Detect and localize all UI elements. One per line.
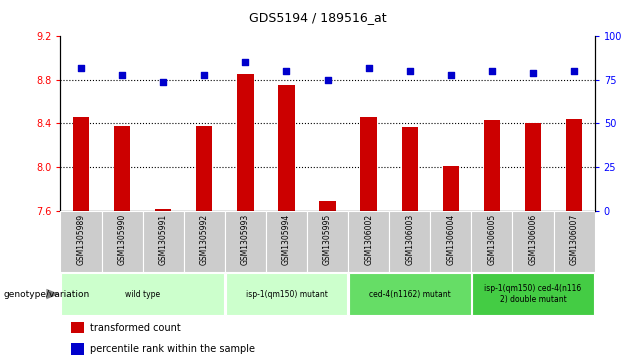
Bar bbox=[73, 117, 89, 211]
Bar bbox=[319, 201, 336, 211]
Bar bbox=[349, 273, 471, 315]
Point bbox=[322, 77, 333, 83]
Bar bbox=[484, 120, 500, 211]
Text: GSM1306003: GSM1306003 bbox=[405, 213, 414, 265]
Text: GSM1306002: GSM1306002 bbox=[364, 213, 373, 265]
Point bbox=[569, 68, 579, 74]
Text: wild type: wild type bbox=[125, 290, 160, 298]
Bar bbox=[513, 211, 553, 272]
Bar bbox=[60, 211, 102, 272]
Text: isp-1(qm150) ced-4(n116
2) double mutant: isp-1(qm150) ced-4(n116 2) double mutant bbox=[485, 284, 582, 304]
Bar bbox=[225, 211, 266, 272]
Text: GSM1306004: GSM1306004 bbox=[446, 213, 455, 265]
Bar bbox=[307, 211, 348, 272]
Bar bbox=[114, 126, 130, 211]
Text: GSM1305995: GSM1305995 bbox=[323, 213, 332, 265]
Bar bbox=[237, 74, 254, 211]
Bar bbox=[553, 211, 595, 272]
Bar bbox=[525, 123, 541, 211]
Bar bbox=[184, 211, 225, 272]
Text: isp-1(qm150) mutant: isp-1(qm150) mutant bbox=[245, 290, 328, 298]
Text: ced-4(n1162) mutant: ced-4(n1162) mutant bbox=[369, 290, 450, 298]
Text: GSM1306006: GSM1306006 bbox=[529, 213, 537, 265]
Point bbox=[404, 68, 415, 74]
Bar bbox=[389, 211, 431, 272]
Point bbox=[281, 68, 291, 74]
Bar bbox=[266, 211, 307, 272]
Bar bbox=[226, 273, 347, 315]
Bar bbox=[348, 211, 389, 272]
Text: GSM1305991: GSM1305991 bbox=[158, 213, 168, 265]
Bar bbox=[196, 126, 212, 211]
Point bbox=[240, 60, 251, 65]
Text: percentile rank within the sample: percentile rank within the sample bbox=[90, 344, 255, 354]
Point bbox=[528, 70, 538, 76]
Point bbox=[199, 72, 209, 78]
Point bbox=[446, 72, 456, 78]
Text: GSM1305990: GSM1305990 bbox=[118, 213, 127, 265]
Bar bbox=[278, 85, 294, 211]
Bar bbox=[361, 117, 377, 211]
Text: GSM1305993: GSM1305993 bbox=[241, 213, 250, 265]
Bar bbox=[443, 166, 459, 211]
Polygon shape bbox=[46, 289, 59, 299]
Bar bbox=[71, 322, 85, 333]
Bar bbox=[566, 119, 583, 211]
Bar bbox=[155, 209, 171, 211]
Bar bbox=[102, 211, 142, 272]
Bar bbox=[472, 273, 594, 315]
Point bbox=[158, 79, 169, 85]
Text: GSM1305992: GSM1305992 bbox=[200, 213, 209, 265]
Bar bbox=[142, 211, 184, 272]
Point bbox=[487, 68, 497, 74]
Bar bbox=[61, 273, 224, 315]
Text: transformed count: transformed count bbox=[90, 323, 181, 333]
Bar bbox=[71, 343, 85, 355]
Bar bbox=[401, 127, 418, 211]
Text: GDS5194 / 189516_at: GDS5194 / 189516_at bbox=[249, 11, 387, 24]
Point bbox=[364, 65, 374, 70]
Text: GSM1305994: GSM1305994 bbox=[282, 213, 291, 265]
Bar bbox=[431, 211, 471, 272]
Text: GSM1306005: GSM1306005 bbox=[487, 213, 497, 265]
Text: genotype/variation: genotype/variation bbox=[3, 290, 90, 298]
Point bbox=[76, 65, 86, 70]
Text: GSM1306007: GSM1306007 bbox=[570, 213, 579, 265]
Text: GSM1305989: GSM1305989 bbox=[76, 213, 85, 265]
Bar bbox=[471, 211, 513, 272]
Point bbox=[117, 72, 127, 78]
